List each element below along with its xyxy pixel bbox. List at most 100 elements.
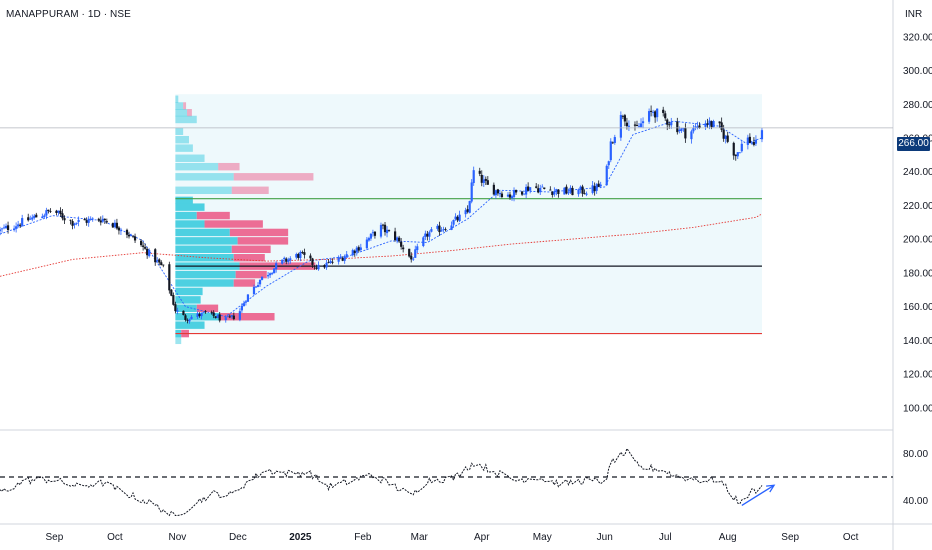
candle-body [275,263,278,270]
candle-body [480,174,483,183]
time-axis[interactable]: Sep Oct Nov Dec 2025 Feb Mar Apr May Jun Jul Aug Sep… [46,532,859,543]
candle-body [613,137,616,143]
candle-body [301,252,304,253]
price-tick-label: 180.00 [903,268,932,279]
candle-body [529,187,532,191]
candle-body [323,265,326,268]
candle-body [754,139,758,144]
profile-up-bar [175,220,205,228]
candle-body [422,237,425,247]
candle-body [621,116,624,118]
candle-body [371,232,375,234]
candle-body [450,225,453,230]
candle-body [726,135,729,142]
price-tick-label: 140.00 [903,336,932,347]
profile-down-bar [196,211,230,220]
candle-body [696,126,699,128]
candle-body [2,227,6,229]
candle-body [436,225,439,229]
candle-body [549,189,552,191]
candle-body [452,219,455,225]
candle-body [256,285,260,287]
candle-body [750,142,753,144]
candle-body [242,303,246,307]
candle-body [258,279,262,285]
rsi-line [0,447,763,517]
candle-body [724,135,727,139]
price-axis[interactable]: 100.00 120.00 140.00 160.00 180.00 200.00 220.… [903,32,932,414]
price-tick-label: 220.00 [903,201,932,212]
candle-body [182,310,185,316]
candle-body [383,224,387,233]
profile-levels [175,198,762,335]
candle-body [387,230,391,232]
candle-body [373,231,377,236]
candle-body [440,230,443,232]
candle-body [734,154,737,157]
candle-body [131,235,135,237]
symbol-title: MANAPPURAM · 1D · NSE [6,9,131,20]
candle-body [339,257,342,259]
candle-body [539,187,542,192]
profile-area [175,94,762,334]
candle-body [494,190,497,196]
profile-up-bar [175,154,205,162]
profile-down-bar [235,270,267,279]
candle-body [736,152,739,157]
candle-body [160,262,163,266]
candle-body [13,228,16,231]
candle-body [520,191,524,195]
candle-body [482,179,485,183]
profile-up-bar [175,196,193,205]
profile-up-bar [175,304,197,313]
candle-body [19,224,22,226]
candle-body [31,217,34,220]
candle-body [252,286,256,295]
candle-body [218,314,221,321]
profile-up-bar [175,270,236,279]
candle-body [416,246,419,251]
profile-down-bar [231,245,271,254]
time-tick-label: Jun [597,532,613,543]
candle-body [142,245,145,247]
candle-body [565,186,568,194]
profile-up-bar [175,109,188,117]
candle-body [212,312,215,316]
candle-body [464,210,467,215]
currency-label[interactable]: INR [905,9,923,20]
candle-body [623,115,626,122]
candle-body [393,231,397,241]
candle-body [410,255,413,260]
candle-body [527,186,530,191]
candle-body [468,201,471,213]
candle-body [738,152,741,154]
candle-body [97,218,100,221]
candle-body [315,267,318,269]
candle-body [486,180,489,185]
candle-body [190,316,193,320]
candle-body [341,257,344,261]
profile-down-bar [229,228,289,237]
candle-body [281,259,284,264]
candle-body [232,315,235,320]
candle-body [47,209,50,212]
candle-body [593,186,596,192]
candle-body [238,311,241,320]
candle-body [27,217,30,221]
candle-body [0,228,4,230]
candle-body [472,170,475,184]
candle-body [285,258,288,262]
candle-body [641,121,645,124]
candle-body [537,188,540,193]
candle-body [637,126,641,128]
candle-body [690,131,693,140]
candle-body [500,193,504,198]
candle-body [240,305,243,311]
candle-body [297,253,300,258]
candle-body [444,229,447,231]
candle-body [311,258,314,265]
candle-body [627,125,631,127]
candle-body [458,214,461,222]
